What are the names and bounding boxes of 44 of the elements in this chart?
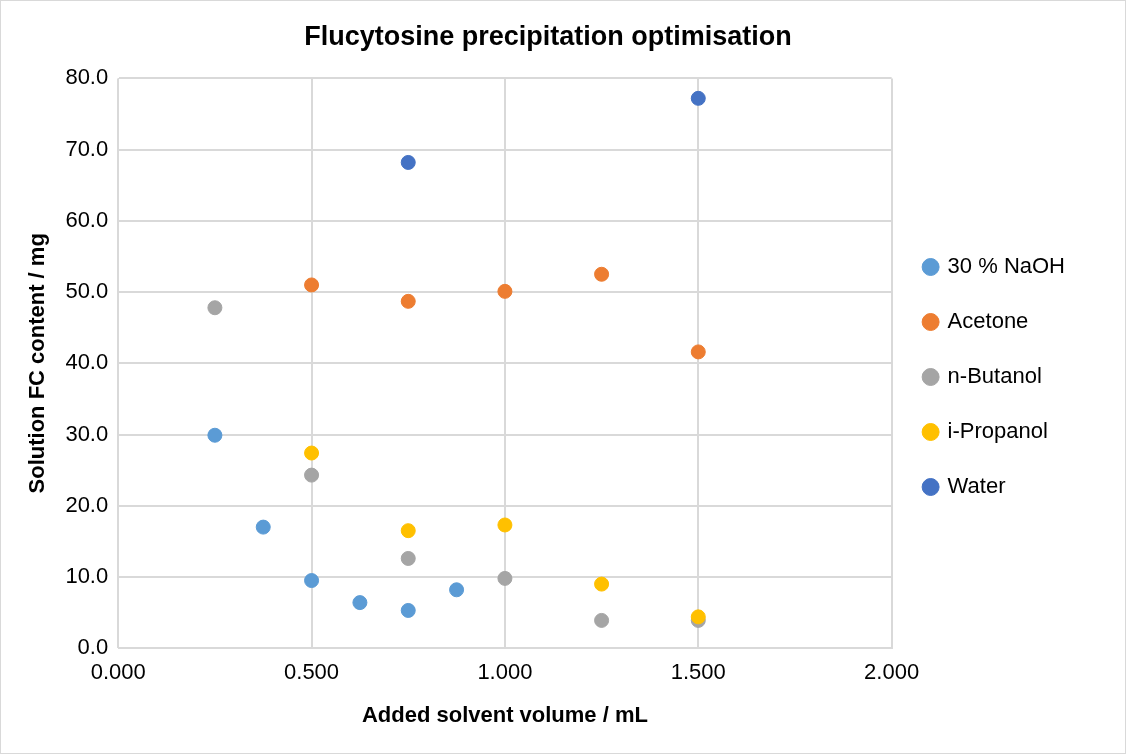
point <box>400 550 416 566</box>
point <box>497 517 513 533</box>
point <box>449 582 465 598</box>
x-axis-title: Added solvent volume / mL <box>361 701 648 727</box>
point <box>594 266 610 282</box>
point <box>304 277 320 293</box>
legend-label: 30 % NaOH <box>947 253 1066 279</box>
point <box>207 300 223 316</box>
y-tick-label: 10.0 <box>65 563 109 589</box>
y-tick-label: 20.0 <box>65 491 109 517</box>
point <box>207 427 223 443</box>
point <box>304 573 320 589</box>
point <box>497 283 513 299</box>
legend-label: n-Butanol <box>947 363 1042 389</box>
legend-label: i-Propanol <box>947 418 1048 444</box>
y-tick-label: 0.0 <box>77 634 109 660</box>
legend-label: Water <box>947 473 1006 499</box>
point <box>594 612 610 628</box>
point <box>352 595 368 611</box>
y-tick-label: 40.0 <box>65 349 109 375</box>
y-tick-label: 70.0 <box>65 135 109 161</box>
point <box>690 344 706 360</box>
point <box>304 445 320 461</box>
point <box>594 576 610 592</box>
point <box>690 90 706 106</box>
y-tick-label: 30.0 <box>65 420 109 446</box>
legend-label: Acetone <box>947 308 1029 334</box>
x-tick-label: 1.000 <box>477 659 533 685</box>
y-tick-label: 50.0 <box>65 278 109 304</box>
point <box>497 570 513 586</box>
point <box>400 602 416 618</box>
y-tick-label: 80.0 <box>65 64 109 90</box>
x-tick-label: 2.000 <box>864 659 920 685</box>
chart-title: Flucytosine precipitation optimisation <box>304 20 792 51</box>
point <box>400 154 416 170</box>
y-tick-label: 60.0 <box>65 206 109 232</box>
point <box>400 293 416 309</box>
x-tick-label: 0.500 <box>284 659 340 685</box>
y-axis-title: Solution FC content / mg <box>24 233 50 494</box>
x-tick-label: 1.500 <box>670 659 726 685</box>
point <box>304 467 320 483</box>
point <box>400 523 416 539</box>
point <box>255 519 271 535</box>
x-tick-label: 0.000 <box>90 659 146 685</box>
